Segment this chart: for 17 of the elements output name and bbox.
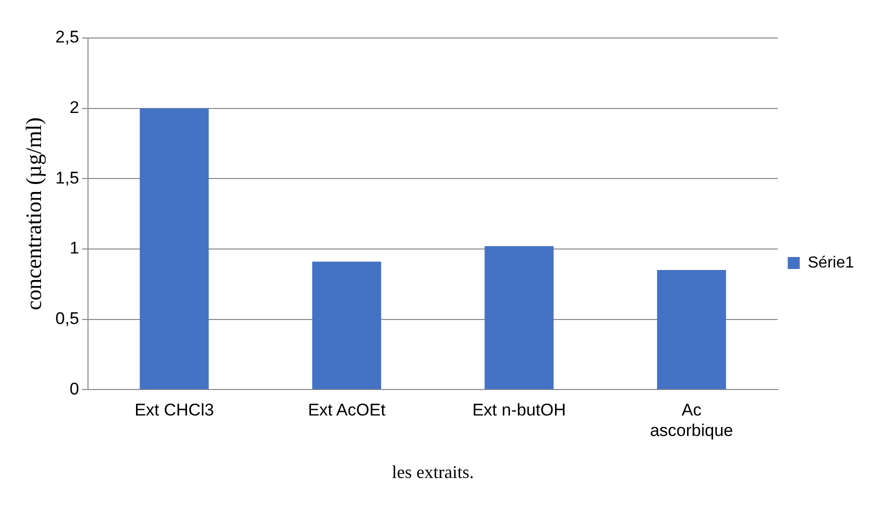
y-tick-label: 2 <box>70 98 80 118</box>
y-tick-label: 1 <box>70 238 80 258</box>
x-axis-title: les extraits. <box>392 462 474 482</box>
y-tick-label: 2,5 <box>55 28 80 47</box>
bar <box>312 262 382 390</box>
x-tick-label: Ext CHCl3 <box>134 400 214 420</box>
y-axis-title: concentration (µg/ml) <box>20 117 46 310</box>
y-tick-label: 0 <box>70 379 80 398</box>
bar <box>484 246 554 390</box>
x-tick-label: Ac ascorbique <box>650 400 734 440</box>
x-tick-label: Ext n-butOH <box>472 400 566 420</box>
y-tick-label: 0,5 <box>55 308 80 328</box>
x-tick-label: Ext AcOEt <box>308 400 386 420</box>
bar <box>140 108 209 390</box>
y-tick-label: 1,5 <box>55 168 80 188</box>
legend-label: Série1 <box>808 254 854 272</box>
bar <box>657 270 726 390</box>
